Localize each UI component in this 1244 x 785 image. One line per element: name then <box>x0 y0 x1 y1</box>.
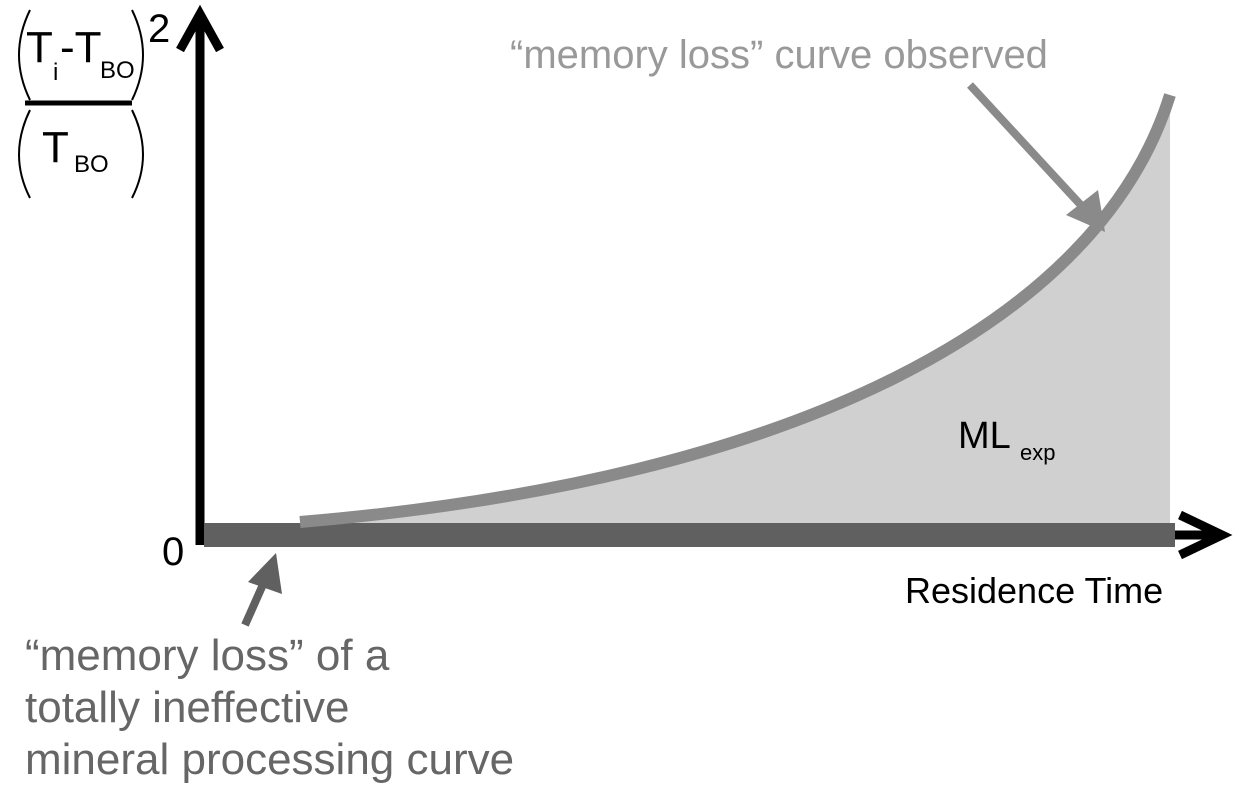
label-text: 0 <box>162 530 184 574</box>
label-text: BO <box>74 151 109 178</box>
y-arrowhead <box>176 4 224 53</box>
curve-arrowhead <box>1066 190 1105 232</box>
label-text: T <box>26 23 53 72</box>
curve-arrow <box>967 82 1093 218</box>
area <box>300 95 1170 523</box>
label-text: Residence Time <box>905 570 1163 611</box>
x-arrowhead <box>1178 510 1233 560</box>
label-text: -T <box>60 23 102 72</box>
label-text: BO <box>100 57 135 84</box>
area-label: exp <box>1020 440 1055 465</box>
annotation: “memory loss” curve observed <box>510 33 1048 77</box>
annotation: totally ineffective <box>25 683 349 732</box>
annotation: mineral processing curve <box>25 735 514 784</box>
baseline-arrow <box>241 578 269 627</box>
label-text: T <box>42 123 69 172</box>
left-paren <box>18 9 31 199</box>
area-label: ML <box>958 415 1011 457</box>
annotation: “memory loss” of a <box>25 631 390 680</box>
label-text: i <box>53 59 58 86</box>
baseline-arrowhead <box>248 553 282 594</box>
label-text: 2 <box>148 7 170 51</box>
right-paren <box>131 9 144 199</box>
memory-loss-curve <box>299 93 1176 528</box>
